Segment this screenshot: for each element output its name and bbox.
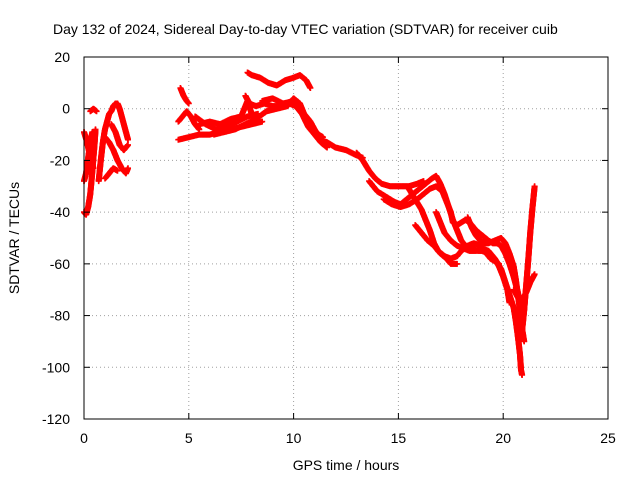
y-tick-label: 20 [54,49,70,65]
x-tick-label: 25 [600,430,616,446]
series-track-w [433,209,526,378]
series-track-p [244,69,314,91]
y-tick-label: -60 [50,256,70,272]
data-point [125,136,131,143]
series-track-h [102,165,121,182]
data-point [519,372,526,378]
x-tick-label: 10 [286,430,302,446]
data-point [531,183,538,190]
data-point [454,260,461,267]
data-point [90,165,97,172]
series-track-d [87,105,100,115]
axis-ticks: 0 5 10 15 20 25 20 0 -20 -40 -60 -80 -100 -120 [42,49,616,446]
x-tick-label: 5 [185,430,193,446]
series-track-q [259,95,326,141]
data-point [307,85,314,91]
data-point [92,126,99,133]
series-track-g [108,121,131,154]
data-point [125,141,131,148]
y-tick-label: -100 [42,359,70,375]
series-track-r [353,149,427,190]
series-track-z [514,183,538,340]
data-point [259,118,266,125]
data-point [114,167,121,174]
data-series [81,69,538,378]
y-tick-label: -40 [50,204,70,220]
data-point [125,165,131,172]
chart-title: Day 132 of 2024, Sidereal Day-to-day VTE… [53,21,558,37]
data-point [248,110,255,117]
data-point [521,338,528,345]
plot-frame [83,56,609,420]
y-axis-label: SDTVAR / TECUs [6,182,22,294]
x-tick-label: 20 [495,430,511,446]
y-tick-label: 0 [62,101,70,117]
y-tick-label: -20 [50,152,70,168]
x-tick-label: 0 [80,430,88,446]
series-track-j [175,108,203,133]
y-tick-label: -120 [42,411,70,427]
data-point [319,134,326,141]
y-tick-label: -80 [50,308,70,324]
data-point [89,129,96,135]
series-track-x [464,214,528,345]
series-track-f [102,134,131,177]
data-point [324,144,331,151]
series-track-e [95,100,131,185]
x-axis-label: GPS time / hours [293,457,400,473]
series-track-i [177,85,192,107]
series-track-v [412,222,461,267]
data-point [196,126,203,133]
x-tick-label: 15 [391,430,407,446]
data-point [185,100,192,107]
data-point [93,108,100,115]
data-point [531,271,538,278]
